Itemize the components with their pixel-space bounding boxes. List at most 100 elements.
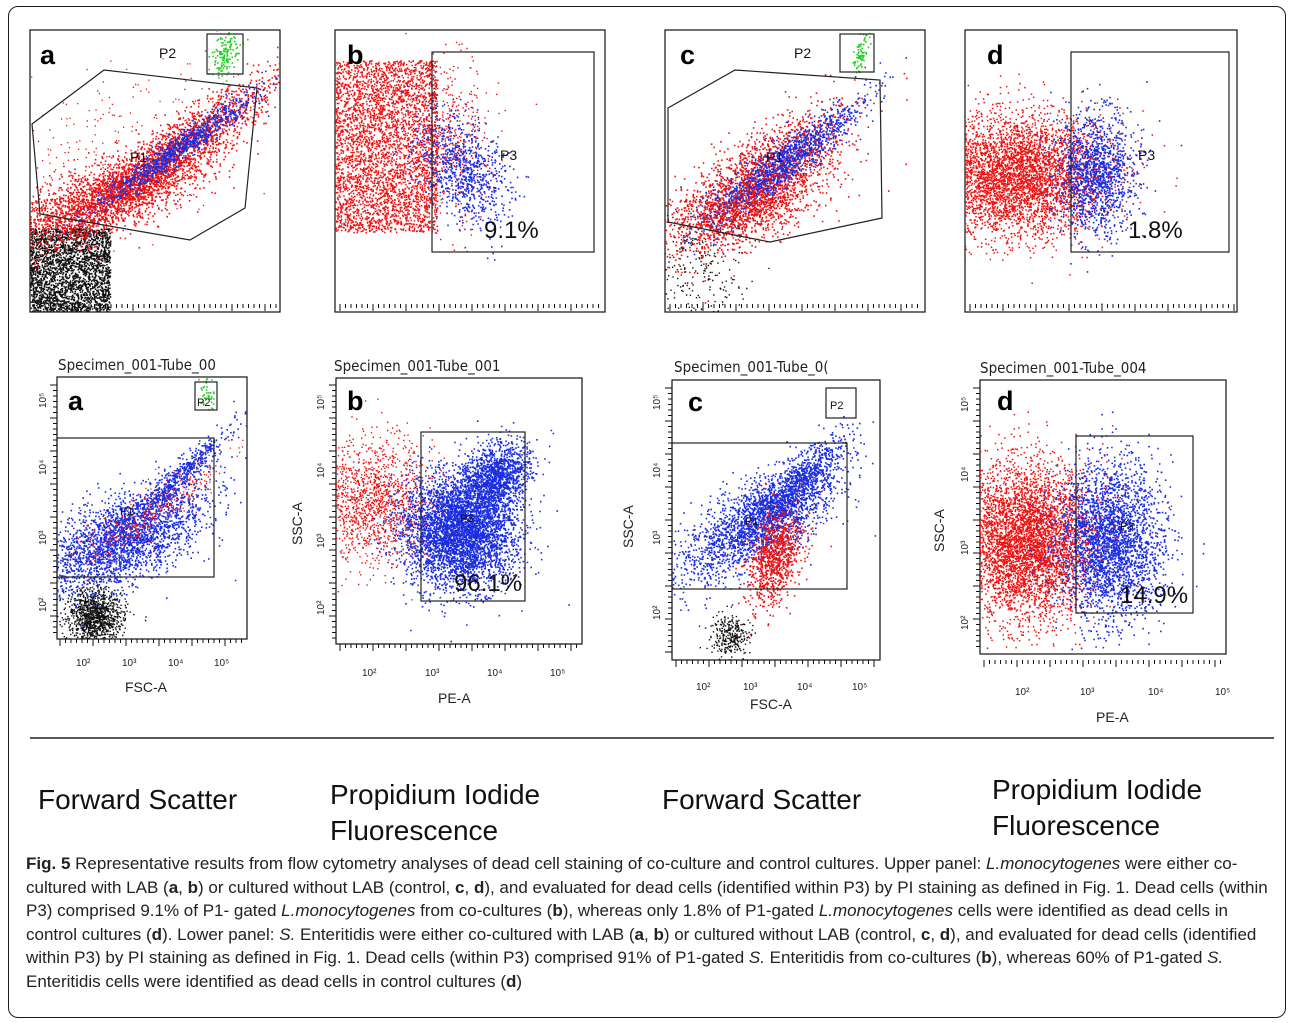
lower-panel-c: Specimen_001-Tube_0( c P2 P1 10² 10³ 10⁴ 10…: [620, 358, 881, 712]
lower-c-axis-ticks: 10² 10³ 10⁴ 10⁵ 10² 10³ 10⁴ 10⁵: [652, 387, 875, 693]
lower-c-events: [672, 416, 877, 660]
upper-c-gate-label-p1: P1: [766, 149, 783, 165]
caption-part: Representative results from flow cytomet…: [70, 854, 987, 873]
x-tick-marks: [59, 639, 242, 646]
event-cloud: [34, 46, 280, 270]
event-cloud: [104, 400, 247, 543]
caption-part: b: [187, 877, 198, 897]
caption-part: ), and evaluated for dead cells (identif…: [26, 924, 1257, 968]
caption-part: S.: [279, 924, 296, 944]
upper-b-letter: b: [347, 40, 364, 70]
caption-part: ), and evaluated for dead cells (identif…: [26, 877, 1268, 921]
lower-b-percent: 96.1%: [454, 570, 522, 597]
group-label-forward-scatter-2: Forward Scatter: [662, 782, 861, 818]
lower-a-events: [57, 378, 247, 639]
lower-a-title: Specimen_001-Tube_00: [58, 356, 216, 375]
event-cloud: [198, 378, 215, 411]
upper-panel-d: d P3 1.8%: [964, 29, 1238, 313]
caption-part: ): [516, 971, 523, 991]
upper-panel-a: a P2 P1: [29, 29, 281, 313]
tick-label: 10⁵: [214, 658, 229, 669]
tick-label: 10⁴: [487, 668, 502, 679]
upper-a-gate-label-p2: P2: [159, 45, 176, 61]
caption-part: ,: [930, 924, 940, 944]
y-tick-label: 10³: [652, 530, 663, 545]
upper-b-plot-frame: [334, 29, 606, 313]
x-tick-marks: [339, 644, 577, 651]
upper-c-letter: c: [680, 40, 695, 70]
caption-fig-label: Fig. 5: [26, 854, 71, 873]
lower-c-gate-label-p1: P1: [745, 516, 758, 528]
upper-d-x-ticks: [969, 304, 1235, 311]
caption-part: Enteritidis from co-cultures (: [764, 948, 982, 968]
lower-b-ylabel: SSC-A: [289, 502, 305, 545]
tick-label: 10⁵: [1215, 687, 1230, 698]
tick-label: 10⁴: [1148, 687, 1163, 698]
upper-panel-b: b P3 9.1%: [334, 29, 606, 313]
lower-b-gate-label-p3: P3: [460, 513, 473, 525]
event-cloud: [204, 30, 249, 85]
upper-a-gate-label-p1: P1: [130, 149, 147, 165]
event-cloud: [668, 57, 907, 263]
group-label-propidium-iodide-1: Propidium Iodide Fluorescence: [330, 777, 540, 849]
lower-d-xlabel: PE-A: [1096, 709, 1129, 725]
lower-a-plot-frame: [56, 376, 248, 640]
tick-label: 10⁴: [168, 658, 183, 669]
tick-label: 10³: [122, 658, 137, 669]
tick-label: 10²: [76, 658, 91, 669]
event-cloud: [393, 85, 530, 261]
lower-d-gate-p3: [1075, 435, 1194, 614]
event-cloud: [698, 605, 756, 660]
y-tick-label: 10⁴: [652, 463, 663, 478]
y-tick-marks: [665, 387, 672, 653]
group-label-forward-scatter-1: Forward Scatter: [38, 782, 237, 818]
lower-panel-b: Specimen_001-Tube_001 b P3 96.1% 10² 10³ 1…: [289, 357, 583, 706]
y-tick-label: 10²: [38, 597, 49, 612]
lower-d-title: Specimen_001-Tube_004: [980, 359, 1147, 378]
caption-part: d: [151, 924, 163, 944]
lower-panel-d: Specimen_001-Tube_004 d P3 14.9% 10² 10³ 1…: [931, 359, 1230, 725]
y-tick-label: 10⁴: [316, 463, 327, 478]
lower-c-letter: c: [688, 387, 703, 417]
tick-label: 10³: [743, 682, 758, 693]
upper-c-gate-p1: [667, 69, 883, 243]
lower-d-percent: 14.9%: [1120, 582, 1188, 609]
caption-part: d: [506, 971, 517, 991]
event-cloud: [980, 411, 1173, 649]
lower-c-title: Specimen_001-Tube_0(: [674, 358, 829, 377]
caption-part: cells were identified as dead cells in c…: [26, 901, 1228, 944]
lower-c-gate-p2: [825, 387, 857, 419]
lower-a-gate-p1: [56, 437, 215, 578]
upper-b-gate-p3: [431, 51, 595, 253]
lower-a-gate-label-p2: P2: [197, 397, 210, 409]
caption-part: ), whereas only 1.8% of P1-gated: [562, 901, 819, 921]
tick-label: 10²: [696, 682, 711, 693]
y-tick-label: 10³: [316, 533, 327, 548]
caption-part: ). Lower panel:: [162, 924, 280, 944]
y-tick-label: 10⁵: [960, 397, 971, 412]
group-label-4-line2: Fluorescence: [992, 810, 1161, 841]
tick-label: 10⁴: [797, 682, 812, 693]
caption-part: a: [634, 924, 644, 944]
lower-a-gate-p2: [194, 381, 218, 411]
upper-b-x-ticks: [339, 304, 599, 311]
y-tick-label: 10²: [652, 605, 663, 620]
group-label-propidium-iodide-2: Propidium Iodide Fluorescence: [992, 772, 1202, 844]
x-tick-marks: [669, 304, 918, 311]
caption-part: c: [920, 924, 931, 944]
lower-a-gate-label-p1: P1: [120, 506, 133, 518]
event-cloud: [358, 420, 570, 643]
caption-part: L.monocytogenes: [281, 901, 416, 921]
y-tick-label: 10⁴: [38, 460, 49, 475]
y-tick-label: 10⁵: [316, 395, 327, 410]
lower-c-xlabel: FSC-A: [750, 696, 793, 712]
figure-caption: Fig. 5 Representative results from flow …: [26, 852, 1276, 994]
y-tick-label: 10³: [38, 530, 49, 545]
upper-a-events: [30, 30, 280, 312]
lower-b-axis-ticks: 10² 10³ 10⁴ 10⁵ 10² 10³ 10⁴ 10⁵: [316, 384, 577, 679]
upper-d-percent: 1.8%: [1128, 217, 1183, 244]
y-tick-marks: [50, 384, 57, 633]
caption-part: a: [168, 877, 179, 897]
lower-c-ylabel: SSC-A: [620, 505, 636, 548]
event-cloud: [57, 567, 147, 639]
